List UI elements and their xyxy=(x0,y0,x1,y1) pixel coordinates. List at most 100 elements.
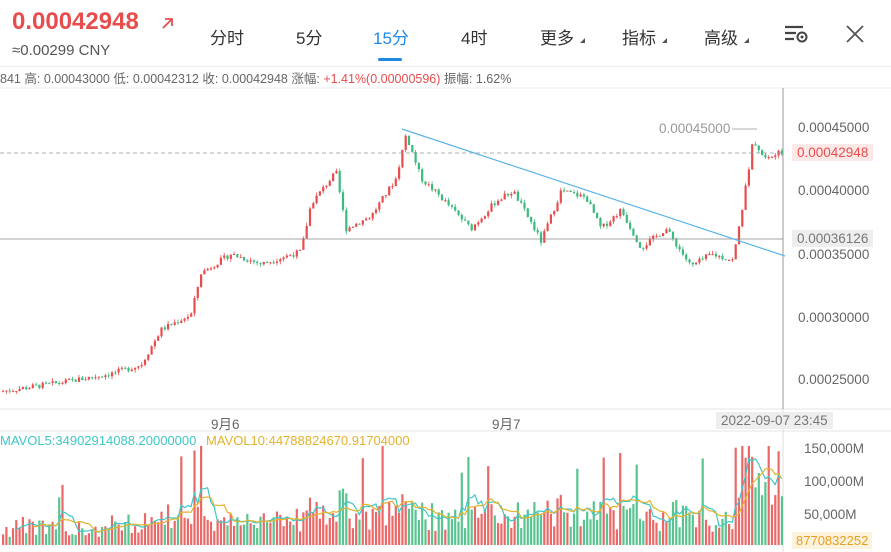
candle-body xyxy=(193,297,196,314)
volume-bar xyxy=(312,512,315,545)
candle-body xyxy=(44,382,48,384)
candle-body xyxy=(150,346,153,355)
candle-body xyxy=(391,186,394,188)
candle-body xyxy=(388,186,391,196)
volume-bar xyxy=(622,505,625,545)
volume-bar xyxy=(252,524,255,545)
candle-body xyxy=(506,193,510,196)
volume-bar xyxy=(374,511,378,545)
candle-body xyxy=(305,225,308,239)
candle-body xyxy=(688,259,691,263)
volume-bar xyxy=(549,513,552,545)
tab-15min[interactable]: 15分 xyxy=(373,29,409,48)
tab-4h[interactable]: 4时 xyxy=(461,29,488,48)
volume-bar xyxy=(592,501,595,545)
volume-bar xyxy=(335,521,338,545)
volume-bar xyxy=(427,530,430,545)
close-icon[interactable] xyxy=(846,25,864,43)
candle-body xyxy=(361,220,364,225)
candle-body xyxy=(523,202,526,209)
volume-bar xyxy=(272,517,275,545)
mavol10-line xyxy=(32,468,783,533)
volume-bar xyxy=(200,446,203,545)
candle-body xyxy=(256,261,259,264)
chart-settings-icon[interactable] xyxy=(783,23,809,45)
high-marker-label: 0.00045000 xyxy=(659,121,731,136)
volume-bar xyxy=(457,521,460,545)
volume-bar xyxy=(216,519,219,545)
candle-body xyxy=(371,212,374,219)
candle-body xyxy=(622,209,625,215)
volume-value-tag: 8770832252 xyxy=(792,532,873,549)
tab-time-share[interactable]: 分时 xyxy=(210,29,244,48)
candle-body xyxy=(447,200,450,206)
candle-body xyxy=(216,264,219,268)
candle-body xyxy=(275,261,279,263)
candle-body xyxy=(424,181,427,185)
candle-body xyxy=(421,169,424,182)
candle-body xyxy=(615,216,618,218)
volume-bar xyxy=(51,521,54,545)
volume-axis-label: 100,000M xyxy=(804,474,865,489)
candle-body xyxy=(114,372,117,374)
candle-body xyxy=(180,320,183,324)
volume-bar xyxy=(35,534,38,545)
candle-body xyxy=(724,259,727,261)
candle-body xyxy=(18,388,21,391)
candle-body xyxy=(170,323,173,325)
volume-bar xyxy=(447,512,450,545)
volume-bar xyxy=(305,510,308,545)
candle-body xyxy=(642,247,645,249)
volume-bar xyxy=(520,527,523,545)
header: 0.00042948 ≈0.00299 CNY 分时 5分 15分 4时 更多 … xyxy=(0,0,891,67)
candle-body xyxy=(572,191,576,193)
volume-bar xyxy=(28,519,31,545)
cny-price: ≈0.00299 CNY xyxy=(12,42,111,59)
candle-body xyxy=(2,391,5,393)
tab-more[interactable]: 更多 xyxy=(540,29,574,48)
volume-bar xyxy=(371,508,374,545)
candle-body xyxy=(54,381,57,383)
volume-bar xyxy=(526,509,529,545)
candle-body xyxy=(28,388,31,390)
candle-body xyxy=(741,209,744,227)
mavol5-line xyxy=(15,457,783,533)
volume-bar xyxy=(698,510,701,545)
candle-body xyxy=(731,259,734,261)
candle-body xyxy=(206,268,209,271)
price-axis-label: 0.00045000 xyxy=(798,120,870,135)
volume-bar xyxy=(213,530,216,545)
close-value: 0.00042948 xyxy=(221,72,288,86)
candle-body xyxy=(401,149,404,168)
volume-bar xyxy=(186,518,189,545)
candle-body xyxy=(437,189,440,195)
tab-5min[interactable]: 5分 xyxy=(296,29,323,48)
candle-body xyxy=(609,221,612,226)
tab-indicators[interactable]: 指标 xyxy=(622,29,656,48)
volume-bar xyxy=(434,530,437,545)
volume-bar xyxy=(744,457,747,545)
volume-bar xyxy=(11,528,15,545)
close-label: 收: xyxy=(202,72,219,86)
volume-bar xyxy=(718,527,721,545)
volume-bar xyxy=(721,518,724,545)
candle-body xyxy=(239,257,242,259)
candle-body xyxy=(761,150,764,155)
tab-advanced[interactable]: 高级 xyxy=(704,29,738,48)
volume-bar xyxy=(388,501,391,545)
volume-bar xyxy=(223,517,226,545)
candle-body xyxy=(117,368,120,373)
volume-bar xyxy=(668,518,671,545)
candle-body xyxy=(431,184,434,191)
volume-bar xyxy=(368,529,371,545)
volume-bar xyxy=(556,498,559,545)
volume-bar xyxy=(292,524,295,545)
date-label: 9月7 xyxy=(492,417,521,432)
candle-body xyxy=(143,359,147,365)
amplitude-value: 1.62% xyxy=(475,72,512,86)
candle-body xyxy=(665,229,668,234)
candle-body xyxy=(77,377,81,382)
candle-body xyxy=(338,171,341,193)
candle-body xyxy=(315,195,318,204)
